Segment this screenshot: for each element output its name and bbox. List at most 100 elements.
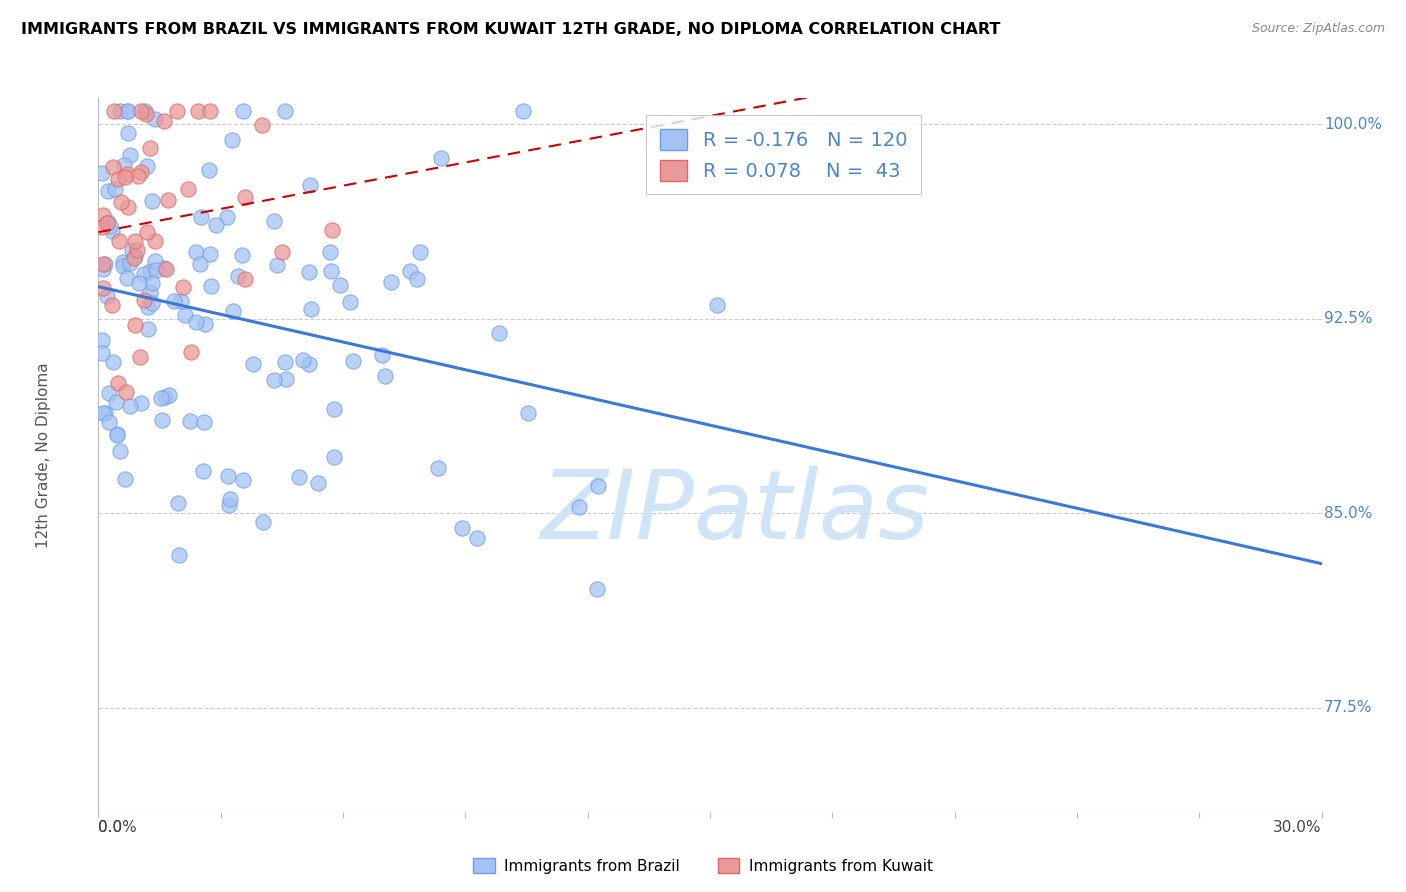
Point [129, 165, 152, 179]
Point [96, 289, 118, 303]
Point [184, 315, 207, 329]
Text: ZIPatlas: ZIPatlas [540, 466, 929, 558]
Point [588, 479, 610, 493]
Point [318, 245, 340, 260]
Point [91, 333, 114, 347]
Point [124, 234, 146, 248]
Point [143, 234, 166, 248]
Point [97, 215, 120, 229]
Point [319, 263, 342, 277]
Point [136, 225, 159, 239]
Point [170, 294, 193, 309]
Point [252, 516, 274, 530]
Legend: Immigrants from Brazil, Immigrants from Kuwait: Immigrants from Brazil, Immigrants from … [467, 852, 939, 880]
Point [298, 265, 321, 279]
Point [193, 415, 215, 429]
Point [221, 133, 243, 147]
Point [108, 444, 131, 458]
Text: Source: ZipAtlas.com: Source: ZipAtlas.com [1251, 22, 1385, 36]
Point [198, 247, 221, 261]
Point [104, 182, 127, 196]
Point [117, 271, 139, 285]
Point [339, 295, 361, 310]
Point [150, 413, 173, 427]
Point [108, 104, 131, 119]
Point [174, 308, 197, 322]
Point [184, 245, 207, 260]
Text: 0.0%: 0.0% [98, 821, 138, 835]
Point [115, 167, 138, 181]
Point [274, 355, 297, 369]
Text: IMMIGRANTS FROM BRAZIL VS IMMIGRANTS FROM KUWAIT 12TH GRADE, NO DIPLOMA CORRELAT: IMMIGRANTS FROM BRAZIL VS IMMIGRANTS FRO… [21, 22, 1001, 37]
Point [118, 399, 141, 413]
Point [136, 300, 159, 314]
Point [190, 211, 212, 225]
Point [115, 104, 138, 119]
Point [115, 384, 138, 399]
Point [110, 194, 132, 209]
Point [107, 172, 129, 186]
Point [103, 104, 125, 119]
Point [323, 402, 346, 417]
Text: 100.0%: 100.0% [1324, 117, 1382, 131]
Point [132, 267, 155, 281]
Point [157, 387, 180, 401]
Point [488, 326, 510, 340]
Point [465, 532, 488, 546]
Point [111, 259, 134, 273]
Point [430, 151, 453, 165]
Point [94, 405, 117, 419]
Point [321, 223, 343, 237]
Point [198, 162, 221, 177]
Point [101, 355, 124, 369]
Point [96, 215, 118, 229]
Point [91, 166, 114, 180]
Point [167, 496, 190, 510]
Point [91, 219, 114, 234]
Point [152, 261, 174, 276]
Point [380, 275, 402, 289]
Point [263, 373, 285, 387]
Point [329, 278, 352, 293]
Point [291, 353, 314, 368]
Point [125, 243, 148, 257]
Text: 0.0: 0.0 [98, 821, 122, 835]
Point [232, 473, 254, 487]
Point [218, 498, 240, 512]
Point [124, 318, 146, 332]
Point [200, 279, 222, 293]
Point [198, 104, 221, 119]
Point [117, 127, 139, 141]
Point [299, 302, 322, 317]
Point [222, 304, 245, 318]
Point [193, 464, 215, 478]
Point [107, 376, 129, 391]
Point [141, 296, 163, 310]
Point [91, 261, 114, 276]
Point [135, 107, 157, 121]
Point [128, 276, 150, 290]
Point [218, 492, 240, 507]
Point [194, 317, 217, 331]
Point [235, 190, 257, 204]
Point [94, 257, 117, 271]
Point [100, 224, 122, 238]
Point [139, 285, 162, 299]
Point [143, 253, 166, 268]
Point [163, 294, 186, 309]
Point [127, 169, 149, 183]
Point [108, 234, 131, 248]
Point [141, 194, 163, 208]
Point [98, 415, 121, 429]
Point [98, 219, 121, 233]
Point [451, 521, 474, 535]
Point [226, 269, 249, 284]
Point [706, 297, 728, 311]
Point [122, 252, 145, 266]
Point [167, 548, 190, 562]
Point [136, 321, 159, 335]
Point [117, 104, 139, 119]
Point [132, 293, 155, 307]
Point [270, 244, 292, 259]
Point [586, 582, 609, 596]
